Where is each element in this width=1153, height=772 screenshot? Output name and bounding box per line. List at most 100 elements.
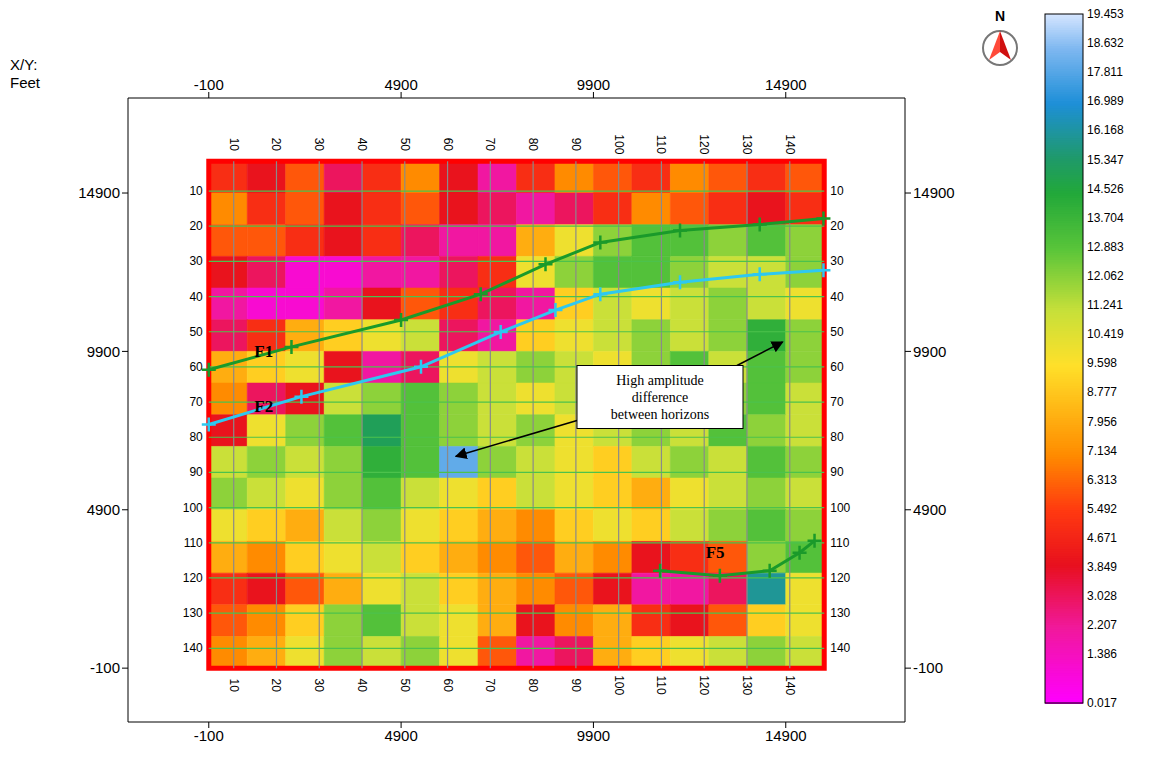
svg-text:120: 120 xyxy=(830,571,850,585)
svg-text:100: 100 xyxy=(612,134,626,154)
svg-text:X/Y:: X/Y: xyxy=(10,56,38,73)
svg-text:F2: F2 xyxy=(254,397,273,416)
svg-text:140: 140 xyxy=(783,134,797,154)
svg-text:6.313: 6.313 xyxy=(1087,473,1117,487)
svg-text:90: 90 xyxy=(189,465,203,479)
svg-text:14900: 14900 xyxy=(765,76,807,93)
svg-text:10: 10 xyxy=(189,184,203,198)
svg-text:10: 10 xyxy=(227,678,241,692)
svg-text:110: 110 xyxy=(654,676,668,695)
svg-text:130: 130 xyxy=(740,675,754,695)
svg-text:High amplitude: High amplitude xyxy=(616,373,704,388)
svg-text:90: 90 xyxy=(569,678,583,692)
svg-text:100: 100 xyxy=(183,501,203,515)
svg-text:19.453: 19.453 xyxy=(1087,7,1124,21)
svg-text:N: N xyxy=(995,8,1005,24)
svg-text:60: 60 xyxy=(830,360,844,374)
svg-text:9.598: 9.598 xyxy=(1087,356,1117,370)
svg-text:4.671: 4.671 xyxy=(1087,531,1117,545)
svg-text:2.207: 2.207 xyxy=(1087,618,1117,632)
svg-text:50: 50 xyxy=(189,325,203,339)
svg-text:90: 90 xyxy=(830,465,844,479)
svg-text:14900: 14900 xyxy=(913,184,955,201)
svg-text:-100: -100 xyxy=(194,727,224,744)
svg-text:140: 140 xyxy=(830,641,850,655)
svg-text:3.028: 3.028 xyxy=(1087,589,1117,603)
svg-text:9900: 9900 xyxy=(577,76,610,93)
svg-text:10.419: 10.419 xyxy=(1087,327,1124,341)
svg-text:7.956: 7.956 xyxy=(1087,415,1117,429)
svg-text:8.777: 8.777 xyxy=(1087,385,1117,399)
svg-text:50: 50 xyxy=(398,678,412,692)
svg-text:9900: 9900 xyxy=(87,343,120,360)
svg-text:20: 20 xyxy=(830,219,844,233)
svg-text:9900: 9900 xyxy=(913,343,946,360)
svg-text:130: 130 xyxy=(830,606,850,620)
svg-text:80: 80 xyxy=(189,430,203,444)
svg-text:140: 140 xyxy=(183,641,203,655)
svg-text:60: 60 xyxy=(441,138,455,152)
svg-text:12.062: 12.062 xyxy=(1087,269,1124,283)
svg-text:110: 110 xyxy=(654,135,668,154)
svg-text:1.386: 1.386 xyxy=(1087,647,1117,661)
svg-text:40: 40 xyxy=(355,678,369,692)
svg-text:20: 20 xyxy=(269,138,283,152)
svg-text:40: 40 xyxy=(355,138,369,152)
svg-text:120: 120 xyxy=(697,134,711,154)
svg-text:F5: F5 xyxy=(706,543,725,562)
svg-text:11.241: 11.241 xyxy=(1087,298,1123,312)
svg-text:14.526: 14.526 xyxy=(1087,182,1124,196)
svg-text:30: 30 xyxy=(189,254,203,268)
svg-text:10: 10 xyxy=(227,138,241,152)
svg-text:difference: difference xyxy=(632,390,688,405)
svg-text:40: 40 xyxy=(830,290,844,304)
svg-text:4900: 4900 xyxy=(384,727,417,744)
svg-text:50: 50 xyxy=(830,325,844,339)
svg-text:100: 100 xyxy=(830,501,850,515)
svg-text:9900: 9900 xyxy=(577,727,610,744)
svg-text:100: 100 xyxy=(612,675,626,695)
svg-text:120: 120 xyxy=(183,571,203,585)
svg-text:10: 10 xyxy=(830,184,844,198)
svg-text:18.632: 18.632 xyxy=(1087,36,1124,50)
svg-text:110: 110 xyxy=(830,536,849,550)
svg-text:13.704: 13.704 xyxy=(1087,211,1124,225)
svg-text:30: 30 xyxy=(312,678,326,692)
svg-text:20: 20 xyxy=(269,678,283,692)
svg-text:Feet: Feet xyxy=(10,74,41,91)
svg-text:3.849: 3.849 xyxy=(1087,560,1117,574)
svg-text:F1: F1 xyxy=(254,342,273,361)
svg-text:80: 80 xyxy=(526,678,540,692)
svg-text:7.134: 7.134 xyxy=(1087,444,1117,458)
svg-text:60: 60 xyxy=(441,678,455,692)
svg-text:4900: 4900 xyxy=(87,501,120,518)
svg-text:50: 50 xyxy=(398,138,412,152)
svg-text:120: 120 xyxy=(697,675,711,695)
svg-text:20: 20 xyxy=(189,219,203,233)
svg-text:5.492: 5.492 xyxy=(1087,502,1117,516)
svg-text:70: 70 xyxy=(483,678,497,692)
svg-text:60: 60 xyxy=(189,360,203,374)
svg-text:4900: 4900 xyxy=(913,501,946,518)
svg-text:30: 30 xyxy=(312,138,326,152)
svg-text:130: 130 xyxy=(183,606,203,620)
svg-text:-100: -100 xyxy=(90,659,120,676)
svg-text:140: 140 xyxy=(783,675,797,695)
svg-text:16.989: 16.989 xyxy=(1087,94,1124,108)
svg-text:70: 70 xyxy=(483,138,497,152)
svg-text:17.811: 17.811 xyxy=(1087,65,1123,79)
svg-text:15.347: 15.347 xyxy=(1087,153,1124,167)
svg-text:130: 130 xyxy=(740,134,754,154)
svg-text:80: 80 xyxy=(526,138,540,152)
svg-text:110: 110 xyxy=(184,536,203,550)
svg-text:-100: -100 xyxy=(913,659,943,676)
svg-text:16.168: 16.168 xyxy=(1087,123,1124,137)
svg-text:80: 80 xyxy=(830,430,844,444)
svg-text:0.017: 0.017 xyxy=(1087,696,1117,710)
svg-text:12.883: 12.883 xyxy=(1087,240,1124,254)
svg-text:14900: 14900 xyxy=(765,727,807,744)
svg-text:30: 30 xyxy=(830,254,844,268)
svg-text:between horizons: between horizons xyxy=(611,407,709,422)
svg-text:90: 90 xyxy=(569,138,583,152)
svg-text:-100: -100 xyxy=(194,76,224,93)
